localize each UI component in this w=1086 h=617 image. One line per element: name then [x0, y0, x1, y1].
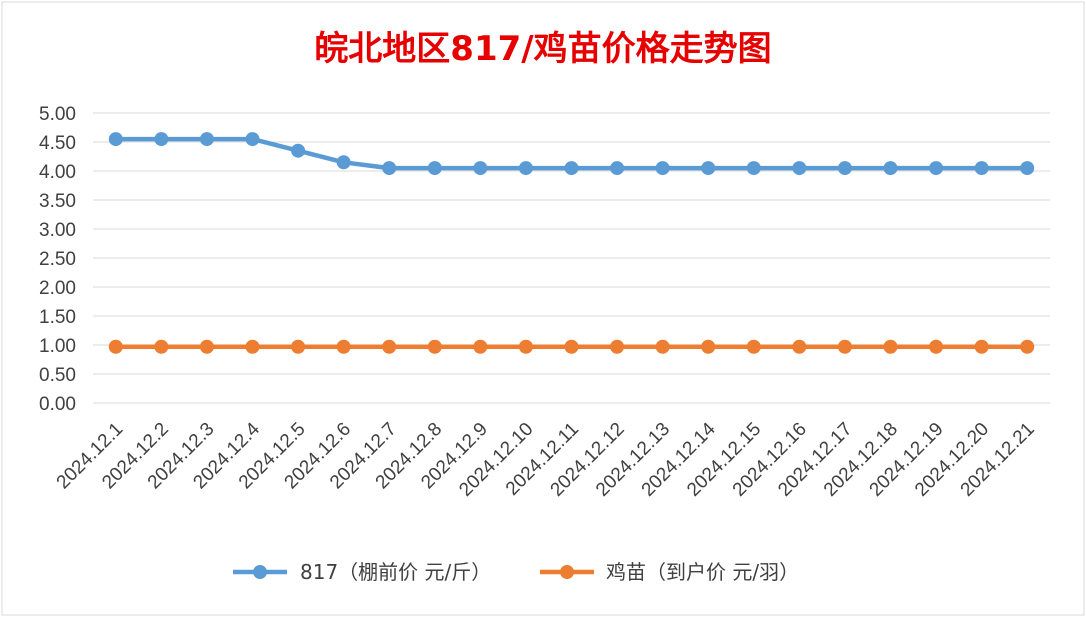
- data-point: [701, 339, 716, 354]
- data-point: [199, 339, 214, 354]
- y-tick-label: 4.00: [39, 162, 76, 183]
- data-point: [291, 143, 306, 158]
- data-point: [792, 161, 807, 176]
- y-tick-label: 4.50: [39, 133, 76, 154]
- data-point: [564, 339, 579, 354]
- legend-item: 817（棚前价 元/斤）: [233, 560, 491, 584]
- legend: 817（棚前价 元/斤） 鸡苗（到户价 元/羽）: [233, 560, 799, 584]
- data-point: [199, 132, 214, 147]
- data-point: [108, 132, 123, 147]
- y-axis-ticks: 0.00 0.50 1.00 1.50 2.00 2.50 3.00 3.50 4.00 4.50…: [39, 104, 76, 415]
- y-tick-label: 2.00: [39, 278, 76, 299]
- data-point: [883, 339, 898, 354]
- y-tick-label: 1.00: [39, 336, 76, 357]
- data-point: [518, 339, 533, 354]
- y-tick-label: 3.50: [39, 191, 76, 212]
- legend-label: 817（棚前价 元/斤）: [300, 560, 491, 584]
- data-point: [245, 339, 260, 354]
- data-point: [427, 161, 442, 176]
- data-point: [974, 339, 989, 354]
- series-layer: [108, 132, 1035, 354]
- y-tick-label: 5.00: [39, 104, 76, 125]
- chart-title: 皖北地区817/鸡苗价格走势图: [314, 29, 771, 69]
- y-tick-label: 3.00: [39, 220, 76, 241]
- data-point: [746, 161, 761, 176]
- data-point: [974, 161, 989, 176]
- legend-swatch-marker: [560, 565, 574, 579]
- data-point: [655, 339, 670, 354]
- data-point: [245, 132, 260, 147]
- data-point: [473, 161, 488, 176]
- data-point: [837, 339, 852, 354]
- data-point: [746, 339, 761, 354]
- data-point: [655, 161, 670, 176]
- y-tick-label: 0.00: [39, 394, 76, 415]
- series-2: [108, 339, 1035, 354]
- data-point: [154, 132, 169, 147]
- y-tick-label: 0.50: [39, 365, 76, 386]
- data-point: [1020, 339, 1035, 354]
- y-tick-label: 2.50: [39, 249, 76, 270]
- data-point: [929, 339, 944, 354]
- legend-swatch-marker: [253, 565, 267, 579]
- data-point: [382, 339, 397, 354]
- data-point: [336, 339, 351, 354]
- data-point: [929, 161, 944, 176]
- data-point: [792, 339, 807, 354]
- data-point: [473, 339, 488, 354]
- data-point: [610, 339, 625, 354]
- data-point: [610, 161, 625, 176]
- y-tick-label: 1.50: [39, 307, 76, 328]
- data-point: [108, 339, 123, 354]
- data-point: [564, 161, 579, 176]
- data-point: [1020, 161, 1035, 176]
- data-point: [837, 161, 852, 176]
- data-point: [336, 155, 351, 170]
- data-point: [427, 339, 442, 354]
- series-1: [108, 132, 1035, 176]
- data-point: [382, 161, 397, 176]
- data-point: [518, 161, 533, 176]
- data-point: [883, 161, 898, 176]
- data-point: [154, 339, 169, 354]
- legend-item: 鸡苗（到户价 元/羽）: [540, 560, 799, 584]
- legend-label: 鸡苗（到户价 元/羽）: [606, 560, 799, 584]
- data-point: [701, 161, 716, 176]
- data-point: [291, 339, 306, 354]
